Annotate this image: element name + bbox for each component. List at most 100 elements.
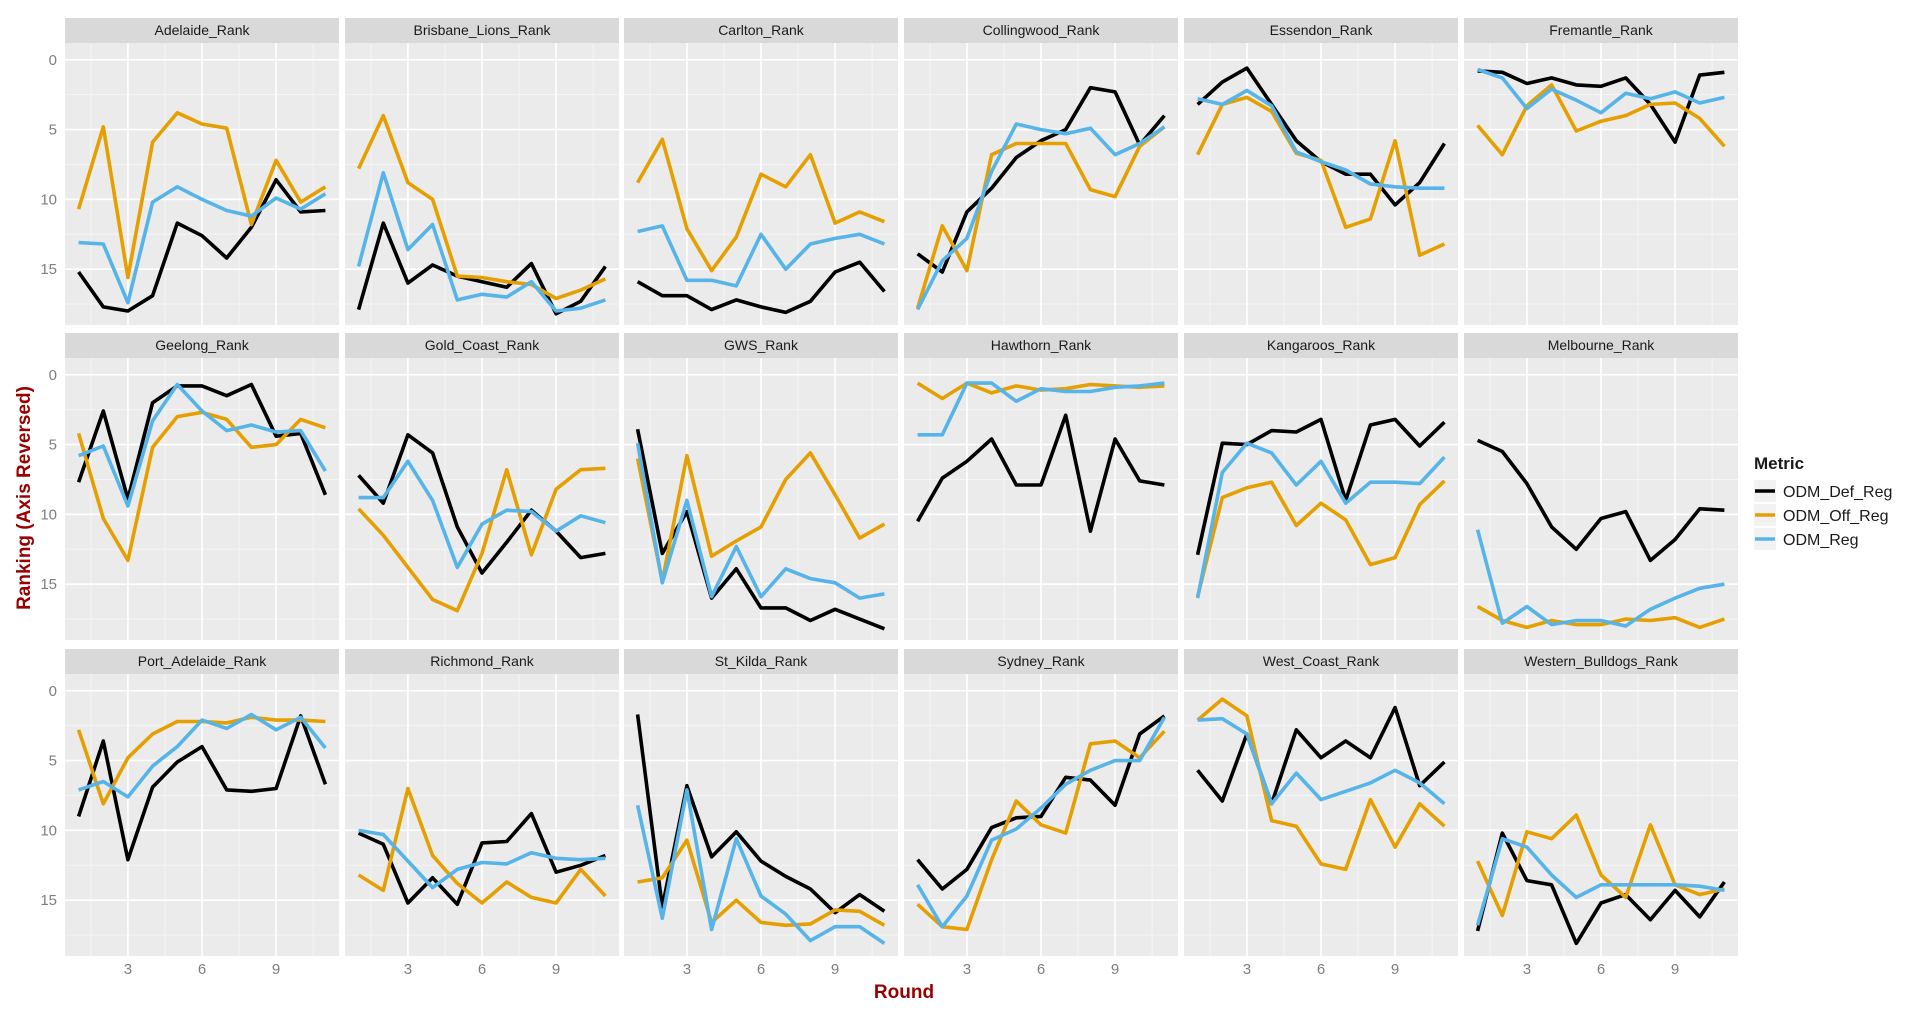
legend: Metric ODM_Def_Reg ODM_Off_Reg ODM_Reg (1754, 454, 1892, 550)
facet-title: Hawthorn_Rank (991, 337, 1092, 353)
facet-title: Sydney_Rank (997, 653, 1085, 669)
facet-panel: Melbourne_Rank (1464, 333, 1738, 640)
series-line-odm-reg (916, 716, 1166, 929)
series-line-odm-def-reg (1195, 417, 1446, 556)
facet-strip (345, 18, 619, 43)
facet-title: Brisbane_Lions_Rank (414, 22, 552, 38)
facet-panel: Kangaroos_Rank (1184, 333, 1458, 640)
facet-strip (65, 333, 339, 358)
series-line-odm-def-reg (77, 178, 326, 313)
x-tick-label: 9 (1391, 961, 1399, 978)
facet-strip (345, 649, 619, 674)
y-tick-label: 5 (49, 122, 57, 139)
legend-title: Metric (1754, 454, 1804, 473)
facet-strip (1464, 649, 1738, 674)
facet-strip (65, 18, 339, 43)
series-line-odm-def-reg (1477, 69, 1725, 144)
x-tick-label: 9 (1671, 961, 1679, 978)
facet-panel: Fremantle_Rank (1464, 18, 1738, 325)
series-line-odm-off-reg (356, 113, 607, 301)
facet-title: Fremantle_Rank (1549, 22, 1653, 38)
series-line-odm-def-reg (1196, 705, 1446, 806)
facet-panel: Western_Bulldogs_Rank 3 6 9 (1464, 649, 1738, 978)
y-tick-label: 15 (40, 261, 57, 278)
series-line-odm-off-reg (1475, 813, 1725, 918)
facet-panel: West_Coast_Rank 3 6 9 (1184, 649, 1458, 978)
series-line-odm-off-reg (916, 729, 1166, 932)
x-tick-label: 9 (552, 961, 560, 978)
series-line-odm-def-reg (357, 811, 607, 907)
series-line-odm-reg (1475, 836, 1725, 926)
legend-entry-label: ODM_Reg (1783, 532, 1859, 549)
series-line-odm-off-reg (1195, 479, 1446, 598)
x-tick-label: 3 (404, 961, 412, 978)
facet-panel: Essendon_Rank (1184, 18, 1458, 325)
series-line-odm-off-reg (1476, 604, 1725, 630)
series-line-odm-reg (78, 185, 327, 305)
facet-panel: Hawthorn_Rank (904, 333, 1178, 640)
series-line-odm-off-reg (357, 466, 606, 613)
facet-strip (345, 333, 619, 358)
facet-title: Essendon_Rank (1270, 22, 1374, 38)
series-line-odm-off-reg (1196, 697, 1446, 872)
series-line-odm-reg (637, 224, 886, 288)
series-line-odm-reg (358, 459, 606, 570)
y-tick-label: 15 (40, 892, 57, 909)
facet-strip (624, 18, 898, 43)
facet-title: Adelaide_Rank (155, 22, 251, 38)
y-tick-label: 0 (49, 52, 57, 69)
series-line-odm-reg (635, 788, 886, 945)
y-tick-label: 10 (40, 822, 57, 839)
facet-strip (1184, 18, 1458, 43)
series-line-odm-def-reg (1476, 438, 1725, 563)
facet-title: Port_Adelaide_Rank (138, 653, 267, 669)
facet-title: GWS_Rank (724, 337, 799, 353)
series-line-odm-reg (77, 382, 327, 508)
y-tick-label: 0 (49, 683, 57, 700)
x-tick-label: 6 (1597, 961, 1605, 978)
series-line-odm-def-reg (76, 714, 328, 862)
facet-panel: Collingwood_Rank (904, 18, 1178, 325)
facet-strip (1464, 18, 1738, 43)
facet-title: Kangaroos_Rank (1267, 337, 1376, 353)
series-line-odm-off-reg (357, 786, 607, 905)
series-line-odm-def-reg (916, 714, 1166, 891)
series-line-odm-reg (917, 381, 1165, 437)
x-tick-label: 6 (757, 961, 765, 978)
facet-title: Geelong_Rank (155, 337, 249, 353)
series-line-odm-off-reg (635, 451, 886, 584)
series-line-odm-def-reg (916, 413, 1165, 533)
series-line-odm-def-reg (357, 432, 606, 575)
series-line-odm-off-reg (76, 111, 327, 280)
y-tick-label: 10 (40, 506, 57, 523)
series-line-odm-def-reg (636, 260, 886, 315)
x-tick-label: 3 (963, 961, 971, 978)
series-line-odm-off-reg (1476, 83, 1726, 157)
legend-entry-label: ODM_Def_Reg (1783, 484, 1892, 501)
y-tick-label: 10 (40, 191, 57, 208)
facet-title: Melbourne_Rank (1548, 337, 1656, 353)
facet-strip (904, 333, 1178, 358)
series-line-odm-reg (915, 122, 1166, 311)
series-line-odm-off-reg (637, 838, 886, 928)
x-tick-label: 3 (1523, 961, 1531, 978)
series-line-odm-reg (1195, 441, 1446, 599)
facet-strip (1184, 649, 1458, 674)
series-line-odm-reg (358, 828, 606, 890)
x-tick-label: 6 (478, 961, 486, 978)
series-line-odm-reg (78, 712, 327, 799)
facet-strip (65, 649, 339, 674)
y-tick-label: 0 (49, 367, 57, 384)
series-line-odm-reg (356, 171, 606, 313)
facet-panel: Brisbane_Lions_Rank (345, 18, 619, 325)
x-tick-label: 3 (1243, 961, 1251, 978)
facet-panel: Richmond_Rank 3 6 9 (345, 649, 619, 978)
y-tick-label: 5 (49, 753, 57, 770)
x-tick-label: 6 (198, 961, 206, 978)
series-line-odm-reg (635, 442, 885, 600)
facet-panel: GWS_Rank (624, 333, 898, 640)
x-axis-title: Round (874, 982, 934, 1003)
series-line-odm-def-reg (916, 85, 1166, 274)
